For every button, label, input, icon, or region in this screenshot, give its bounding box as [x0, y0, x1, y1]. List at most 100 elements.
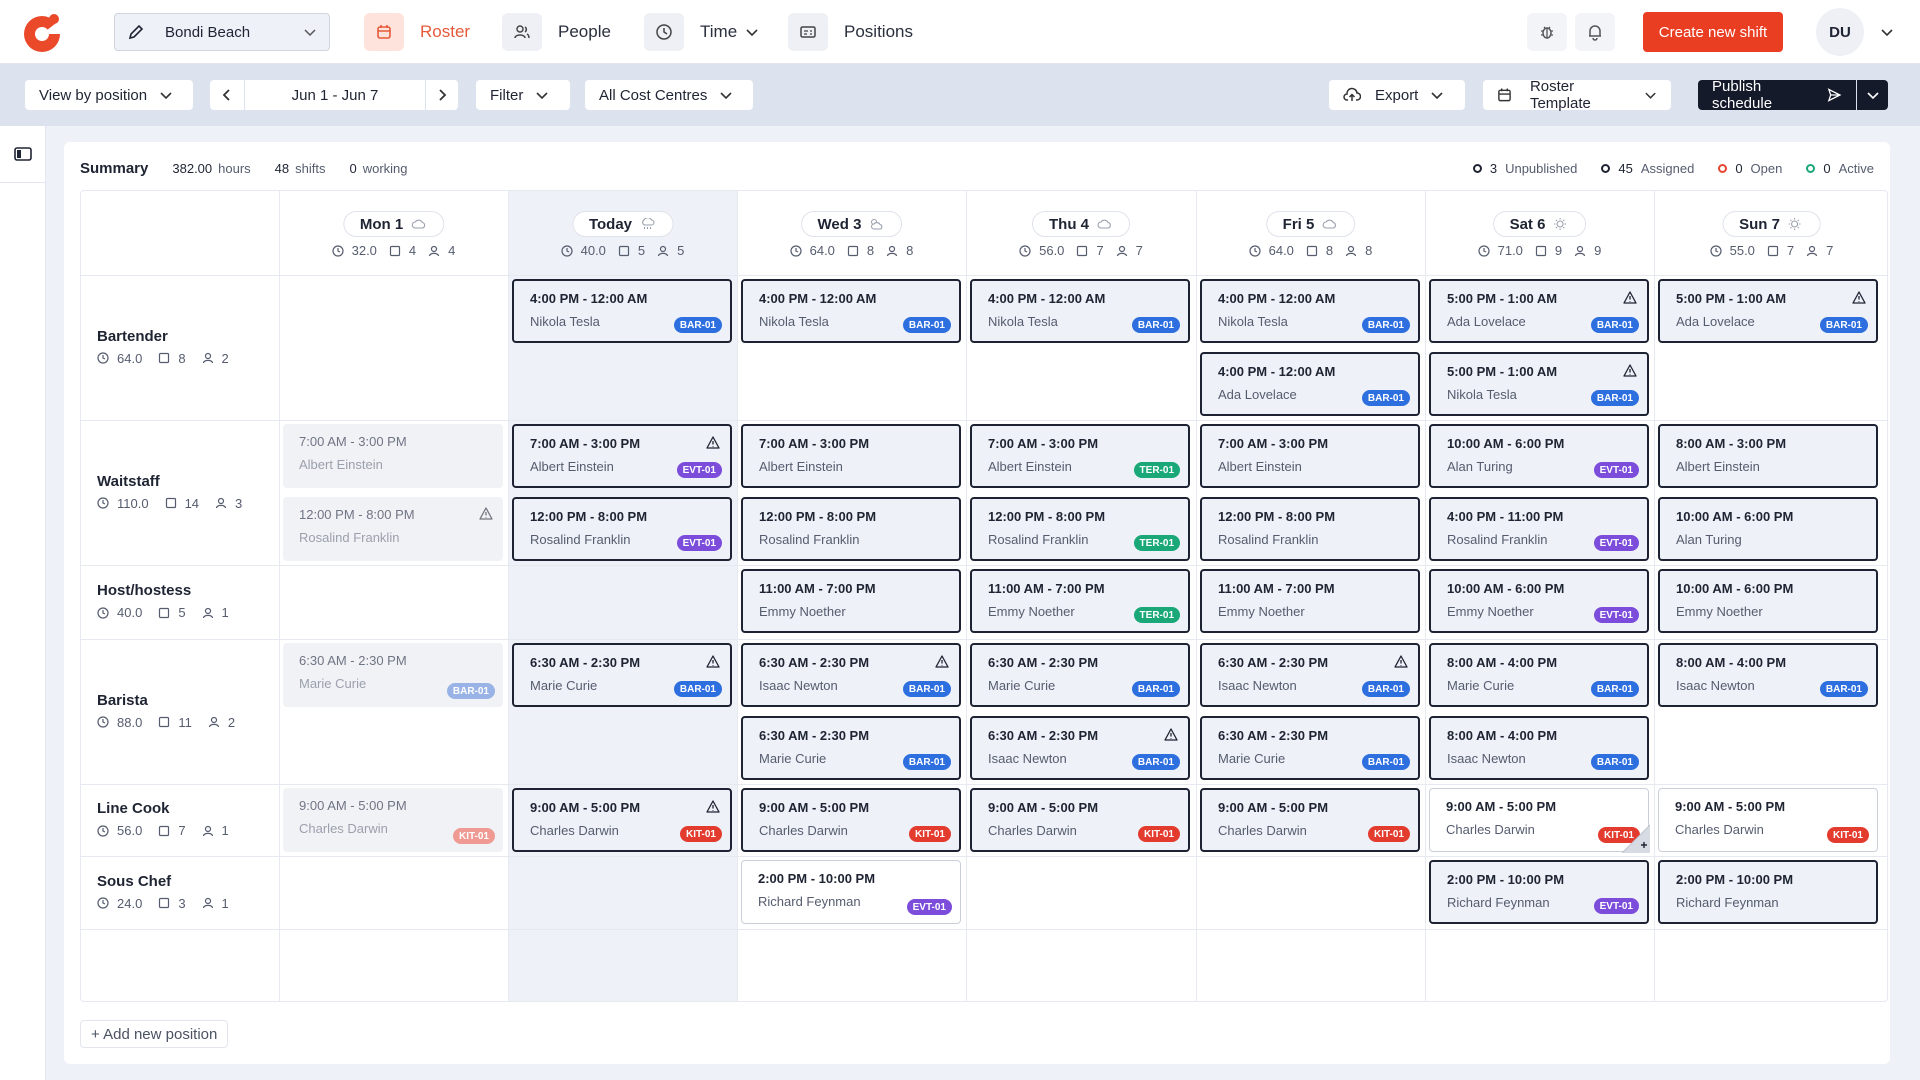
shift-card[interactable]: 6:30 AM - 2:30 PM Isaac Newton BAR-01	[741, 643, 961, 707]
sidebar-toggle-icon[interactable]	[14, 146, 32, 162]
bug-report-button[interactable]	[1527, 13, 1567, 51]
shift-time: 4:00 PM - 12:00 AM	[1218, 364, 1336, 379]
day-stats: 64.0 8 8	[1196, 243, 1425, 258]
shift-card[interactable]: 5:00 PM - 1:00 AM Ada Lovelace BAR-01	[1658, 279, 1878, 343]
shift-card[interactable]: 9:00 AM - 5:00 PM Charles Darwin KIT-01	[1200, 788, 1420, 852]
shift-card[interactable]: 6:30 AM - 2:30 PM Marie Curie BAR-01	[1200, 716, 1420, 780]
nav-roster[interactable]: Roster	[364, 12, 470, 52]
filter-label: Filter	[490, 86, 524, 104]
chevron-down-icon[interactable]	[1880, 25, 1894, 39]
person-icon	[202, 352, 218, 364]
warning-icon	[1394, 655, 1408, 668]
shift-card[interactable]: 6:30 AM - 2:30 PM Marie Curie BAR-01	[283, 643, 503, 707]
day-label[interactable]: Sat 6	[1492, 211, 1587, 237]
shift-card[interactable]: 12:00 PM - 8:00 PM Rosalind Franklin	[1200, 497, 1420, 561]
warning-icon	[935, 655, 949, 668]
shift-card[interactable]: 8:00 AM - 4:00 PM Marie Curie BAR-01	[1429, 643, 1649, 707]
roster-template-button[interactable]: Roster Template	[1483, 78, 1671, 112]
shift-card[interactable]: 7:00 AM - 3:00 PM Albert Einstein	[283, 424, 503, 488]
shift-card[interactable]: 7:00 AM - 3:00 PM Albert Einstein EVT-01	[512, 424, 732, 488]
shift-card[interactable]: 9:00 AM - 5:00 PM Charles Darwin KIT-01	[741, 788, 961, 852]
nav-people[interactable]: People	[502, 12, 611, 52]
person-icon	[202, 897, 218, 909]
date-range-picker[interactable]: Jun 1 - Jun 7	[245, 80, 425, 110]
shift-card[interactable]: 9:00 AM - 5:00 PM Charles Darwin KIT-01	[970, 788, 1190, 852]
publish-options-button[interactable]	[1857, 80, 1888, 110]
day-label[interactable]: Wed 3	[800, 211, 903, 237]
add-position-button[interactable]: + Add new position	[80, 1020, 229, 1048]
create-shift-button[interactable]: Create new shift	[1643, 12, 1783, 52]
day-label[interactable]: Mon 1	[342, 211, 445, 237]
shift-card[interactable]: 4:00 PM - 12:00 AM Ada Lovelace BAR-01	[1200, 352, 1420, 416]
previous-week-button[interactable]	[210, 80, 244, 110]
stat-value: 64.0	[1268, 243, 1294, 258]
shift-card[interactable]: 8:00 AM - 4:00 PM Isaac Newton BAR-01	[1429, 716, 1649, 780]
shift-card[interactable]: 10:00 AM - 6:00 PM Emmy Noether	[1658, 569, 1878, 633]
avatar[interactable]: DU	[1816, 8, 1864, 56]
shift-card[interactable]: 12:00 PM - 8:00 PM Rosalind Franklin EVT-0…	[512, 497, 732, 561]
shift-card[interactable]: 6:30 AM - 2:30 PM Isaac Newton BAR-01	[970, 716, 1190, 780]
nav-positions[interactable]: Positions	[788, 12, 913, 52]
clock-icon	[97, 352, 113, 364]
shift-count-icon	[158, 716, 174, 728]
shift-card[interactable]: 4:00 PM - 12:00 AM Nikola Tesla BAR-01	[741, 279, 961, 343]
shift-card[interactable]: 8:00 AM - 3:00 PM Albert Einstein	[1658, 424, 1878, 488]
shift-card[interactable]: 9:00 AM - 5:00 PM Charles Darwin KIT-01	[1429, 788, 1651, 854]
shift-time: 4:00 PM - 11:00 PM	[1447, 509, 1564, 524]
view-by-select[interactable]: View by position	[25, 80, 193, 110]
next-week-button[interactable]	[426, 80, 458, 110]
stat-value: 3	[235, 495, 243, 511]
stat: 7	[1767, 243, 1794, 258]
shift-card[interactable]: 12:00 PM - 8:00 PM Rosalind Franklin TER-0…	[970, 497, 1190, 561]
shift-card[interactable]: 2:00 PM - 10:00 PM Richard Feynman	[1658, 860, 1878, 924]
shift-card[interactable]: 8:00 AM - 4:00 PM Isaac Newton BAR-01	[1658, 643, 1878, 707]
day-label[interactable]: Fri 5	[1265, 211, 1356, 237]
cost-centre-badge: BAR-01	[902, 754, 951, 770]
shift-employee: Nikola Tesla	[530, 314, 600, 329]
shift-card[interactable]: 5:00 PM - 1:00 AM Nikola Tesla BAR-01	[1429, 352, 1649, 416]
nav-time[interactable]: Time	[644, 12, 759, 52]
shift-card[interactable]: 12:00 PM - 8:00 PM Rosalind Franklin	[741, 497, 961, 561]
filter-select[interactable]: Filter	[476, 80, 570, 110]
shift-time: 6:30 AM - 2:30 PM	[988, 728, 1099, 743]
shift-card[interactable]: 4:00 PM - 11:00 PM Rosalind Franklin EVT-0…	[1429, 497, 1649, 561]
shift-card[interactable]: 6:30 AM - 2:30 PM Isaac Newton BAR-01	[1200, 643, 1420, 707]
shift-card[interactable]: 2:00 PM - 10:00 PM Richard Feynman EVT-01	[1429, 860, 1649, 924]
shift-card[interactable]: 9:00 AM - 5:00 PM Charles Darwin KIT-01	[512, 788, 732, 852]
shift-card[interactable]: 11:00 AM - 7:00 PM Emmy Noether	[1200, 569, 1420, 633]
shift-card[interactable]: 6:30 AM - 2:30 PM Marie Curie BAR-01	[512, 643, 732, 707]
shift-card[interactable]: 4:00 PM - 12:00 AM Nikola Tesla BAR-01	[512, 279, 732, 343]
shift-card[interactable]: 2:00 PM - 10:00 PM Richard Feynman EVT-01	[741, 860, 961, 924]
shift-card[interactable]: 6:30 AM - 2:30 PM Marie Curie BAR-01	[970, 643, 1190, 707]
shift-card[interactable]: 10:00 AM - 6:00 PM Emmy Noether EVT-01	[1429, 569, 1649, 633]
stat: 8	[1345, 243, 1372, 258]
add-shift-corner-icon[interactable]	[1621, 824, 1651, 854]
shift-card[interactable]: 4:00 PM - 12:00 AM Nikola Tesla BAR-01	[970, 279, 1190, 343]
shift-card[interactable]: 10:00 AM - 6:00 PM Alan Turing	[1658, 497, 1878, 561]
shift-card[interactable]: 7:00 AM - 3:00 PM Albert Einstein TER-01	[970, 424, 1190, 488]
publish-schedule-button[interactable]: Publish schedule	[1698, 78, 1856, 112]
shift-card[interactable]: 9:00 AM - 5:00 PM Charles Darwin KIT-01	[283, 788, 503, 852]
day-label[interactable]: Thu 4	[1032, 211, 1130, 237]
shift-card[interactable]: 11:00 AM - 7:00 PM Emmy Noether TER-01	[970, 569, 1190, 633]
shift-card[interactable]: 11:00 AM - 7:00 PM Emmy Noether	[741, 569, 961, 633]
shift-card[interactable]: 12:00 PM - 8:00 PM Rosalind Franklin	[283, 497, 503, 561]
shift-card[interactable]: 7:00 AM - 3:00 PM Albert Einstein	[741, 424, 961, 488]
stat: 5	[618, 243, 645, 258]
shift-employee: Rosalind Franklin	[988, 532, 1089, 547]
shift-employee: Marie Curie	[988, 678, 1056, 693]
shift-card[interactable]: 9:00 AM - 5:00 PM Charles Darwin KIT-01	[1658, 788, 1878, 852]
export-button[interactable]: Export	[1329, 80, 1465, 110]
location-select[interactable]: Bondi Beach	[114, 13, 330, 51]
shift-card[interactable]: 10:00 AM - 6:00 PM Alan Turing EVT-01	[1429, 424, 1649, 488]
app-logo-icon[interactable]	[20, 10, 64, 54]
notifications-button[interactable]	[1575, 13, 1615, 51]
cost-centre-select[interactable]: All Cost Centres	[585, 80, 753, 110]
shift-card[interactable]: 6:30 AM - 2:30 PM Marie Curie BAR-01	[741, 716, 961, 780]
day-label[interactable]: Today	[571, 211, 674, 237]
shift-card[interactable]: 7:00 AM - 3:00 PM Albert Einstein	[1200, 424, 1420, 488]
shift-card[interactable]: 4:00 PM - 12:00 AM Nikola Tesla BAR-01	[1200, 279, 1420, 343]
legend-count: 0	[1823, 160, 1831, 176]
day-label[interactable]: Sun 7	[1722, 211, 1821, 237]
shift-card[interactable]: 5:00 PM - 1:00 AM Ada Lovelace BAR-01	[1429, 279, 1649, 343]
